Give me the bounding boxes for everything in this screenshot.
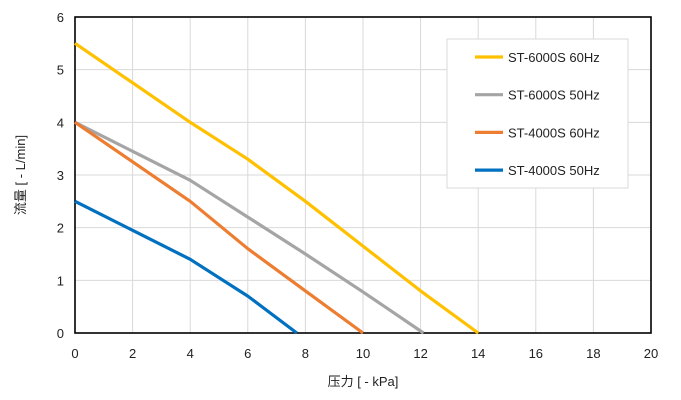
y-tick-label: 3 — [57, 168, 64, 183]
series-line — [74, 41, 480, 335]
x-tick-label: 20 — [644, 346, 658, 361]
x-axis-label: 压力 [ - kPa] — [328, 374, 399, 389]
x-tick-label: 10 — [356, 346, 370, 361]
y-tick-label: 0 — [57, 326, 64, 341]
x-tick-label: 16 — [529, 346, 543, 361]
legend-entry-label: ST-6000S 60Hz — [508, 50, 600, 65]
y-axis-label: 流量 [ - L/min] — [13, 135, 28, 215]
legend-entry-label: ST-4000S 50Hz — [508, 163, 600, 178]
y-tick-label: 5 — [57, 63, 64, 78]
y-tick-labels: 0 1 2 3 4 5 6 — [57, 10, 64, 341]
x-tick-label: 6 — [244, 346, 251, 361]
legend-entry-label: ST-6000S 50Hz — [508, 88, 600, 103]
legend-box — [446, 38, 629, 189]
y-tick-label: 6 — [57, 10, 64, 25]
x-tick-labels: 0 2 4 6 8 10 12 14 16 18 20 — [71, 346, 658, 361]
series-line — [74, 199, 298, 335]
x-tick-label: 18 — [586, 346, 600, 361]
x-tick-label: 4 — [187, 346, 194, 361]
x-tick-label: 0 — [71, 346, 78, 361]
y-tick-label: 2 — [57, 221, 64, 236]
y-tick-label: 1 — [57, 273, 64, 288]
y-tick-label: 4 — [57, 115, 64, 130]
legend: ST-6000S 60Hz ST-6000S 50Hz ST-4000S 60Hz S… — [446, 38, 629, 189]
legend-entry-label: ST-4000S 60Hz — [508, 125, 600, 140]
x-tick-label: 8 — [302, 346, 309, 361]
x-tick-label: 2 — [129, 346, 136, 361]
x-tick-label: 12 — [413, 346, 427, 361]
series-lines — [74, 41, 480, 335]
x-tick-label: 14 — [471, 346, 485, 361]
series-line — [74, 120, 425, 335]
series-line — [74, 120, 364, 335]
